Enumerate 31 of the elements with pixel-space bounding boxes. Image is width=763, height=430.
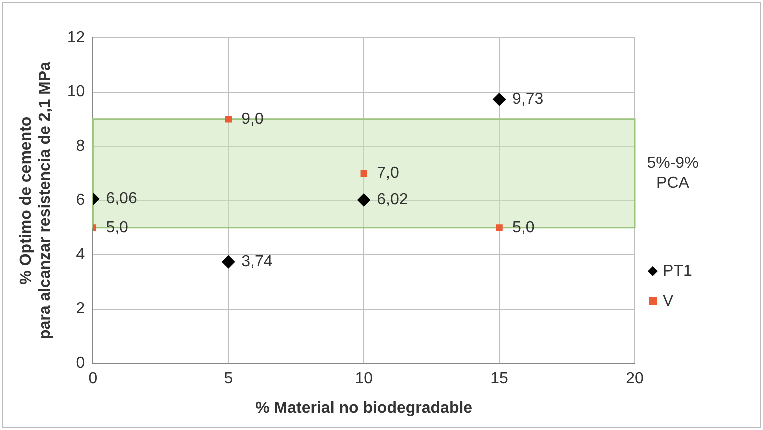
y-tick-label: 12 [67,29,86,46]
x-axis-title: % Material no biodegradable [256,400,473,417]
x-tick-label: 10 [355,370,374,388]
x-tick-label: 0 [88,370,98,388]
data-label: 5,0 [512,219,535,236]
data-label: 6,06 [106,190,138,208]
data-label: 9,0 [242,110,264,128]
y-tick-label: 10 [67,84,86,101]
point [360,170,368,177]
band-label: 5%-9% PCA [647,155,699,192]
y-tick-label: 6 [76,192,86,210]
point [358,194,371,207]
y-tick-label: 2 [76,300,86,318]
data-label: 7,0 [377,165,400,182]
point [493,93,506,106]
data-label: 3,74 [242,254,273,271]
y-tick-label: 8 [76,138,86,155]
data-label: 9,73 [512,91,544,108]
data-label: 6,02 [377,192,408,209]
x-tick-label: 5 [224,370,234,388]
data-label: 5,0 [106,219,129,236]
x-tick-label: 20 [626,370,644,388]
y-tick-label: 0 [76,355,86,372]
legend-label: PT1 [663,262,692,280]
point [496,224,503,232]
y-tick-label: 4 [76,246,86,264]
y-axis-title: % Optimo de cemento para alcanzar resistencia de 2,1 MPa [18,62,54,340]
legend-label: V [663,292,674,310]
point [225,116,232,123]
point [222,256,236,269]
x-tick-label: 15 [490,370,509,388]
